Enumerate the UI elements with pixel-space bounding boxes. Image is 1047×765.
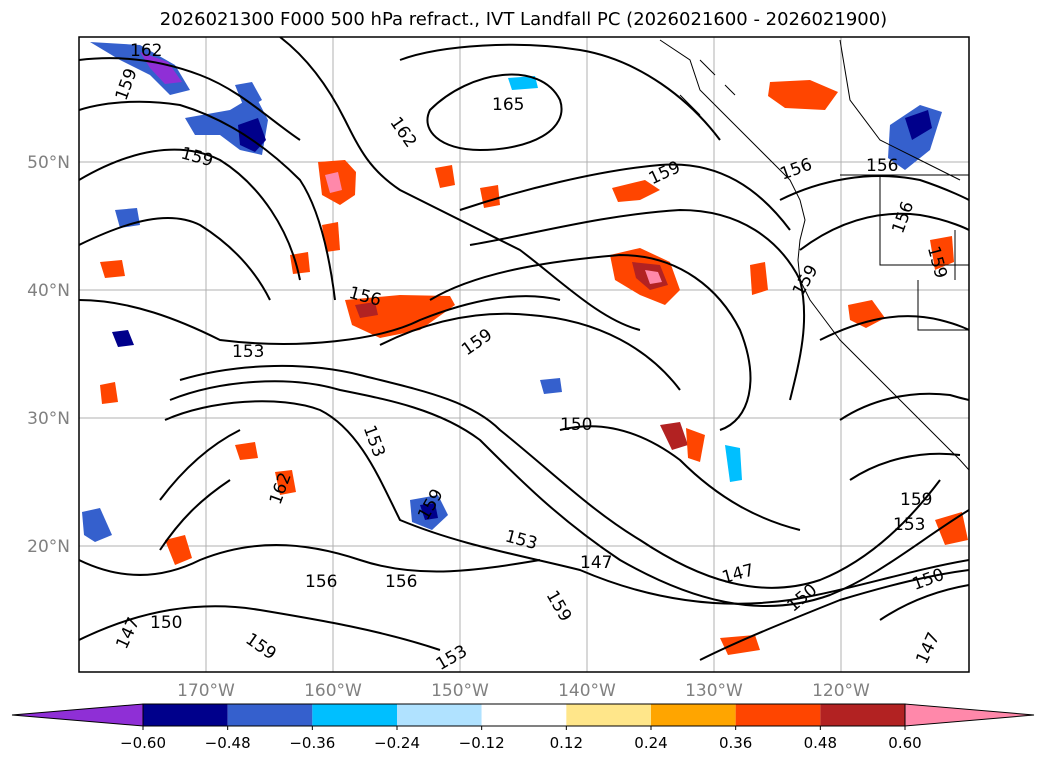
anomaly-patch <box>725 445 742 482</box>
lon-label-150w: 150°W <box>431 681 489 701</box>
lat-label-20n: 20°N <box>27 537 70 557</box>
colorbar-bin <box>651 704 736 726</box>
colorbar: −0.60 −0.48 −0.36 −0.24 −0.12 0.12 0.24 0.36 0.4… <box>11 703 1035 752</box>
colorbar-extend-min <box>11 703 144 727</box>
contour-label: 153 <box>232 342 264 362</box>
colorbar-bin <box>227 704 313 726</box>
anomaly-patch <box>325 172 342 193</box>
colorbar-bin <box>566 704 651 726</box>
contour-label: 165 <box>492 95 524 115</box>
lon-label-130w: 130°W <box>685 681 743 701</box>
anomaly-patch <box>238 118 266 152</box>
contour-label: 150 <box>150 613 182 633</box>
anomaly-patch <box>848 300 885 328</box>
plot-frame <box>78 36 970 673</box>
colorbar-bin <box>735 704 821 726</box>
anomaly-patch <box>645 270 662 284</box>
plot-area <box>79 37 969 672</box>
anomaly-patch <box>100 382 118 404</box>
anomaly-patch <box>508 76 538 90</box>
contour-label: 156 <box>866 156 898 176</box>
anomaly-patch <box>100 260 125 278</box>
anomaly-patch <box>935 512 968 545</box>
anomaly-patch <box>660 422 688 450</box>
lon-label-160w: 160°W <box>304 681 362 701</box>
colorbar-bin <box>143 704 228 726</box>
coastlines <box>659 39 969 471</box>
anomaly-patch <box>905 110 932 140</box>
contour-label: 150 <box>560 415 592 435</box>
lon-label-140w: 140°W <box>558 681 616 701</box>
contour-label: 159 <box>900 490 932 510</box>
anomaly-patch <box>355 302 378 318</box>
colorbar-tick-label: −0.36 <box>289 734 335 752</box>
lon-label-120w: 120°W <box>812 681 870 701</box>
anomaly-patch <box>140 52 182 84</box>
anomaly-patch <box>435 165 455 188</box>
anomaly-patch <box>165 535 192 565</box>
lat-label-50n: 50°N <box>27 153 70 173</box>
colorbar-tick-label: −0.12 <box>459 734 505 752</box>
colorbar-tick-label: 0.12 <box>550 734 583 752</box>
latitude-labels: 50°N 40°N 30°N 20°N <box>27 153 70 557</box>
colorbar-bin <box>312 704 397 726</box>
colorbar-tick-label: 0.24 <box>634 734 667 752</box>
anomaly-patch <box>720 635 760 655</box>
anomaly-patch <box>930 236 954 270</box>
anomaly-patch <box>612 180 660 202</box>
graticule <box>79 37 969 672</box>
lat-label-40n: 40°N <box>27 281 70 301</box>
anomaly-patch <box>112 330 134 347</box>
longitude-labels: 170°W 160°W 150°W 140°W 130°W 120°W <box>177 681 870 701</box>
contour-label: 156 <box>305 572 337 592</box>
colorbar-bin <box>397 704 482 726</box>
colorbar-tick-label: −0.48 <box>205 734 251 752</box>
contour-label: 156 <box>385 572 417 592</box>
colorbar-tick-label: −0.60 <box>120 734 166 752</box>
colorbar-bin <box>820 704 905 726</box>
anomaly-patch <box>82 508 112 542</box>
anomaly-patch <box>768 80 838 110</box>
colorbar-bin <box>481 704 567 726</box>
anomaly-patch <box>540 378 562 394</box>
colorbar-tick-label: 0.48 <box>804 734 837 752</box>
colorbar-tick-label: 0.60 <box>888 734 921 752</box>
anomaly-patch <box>235 442 258 460</box>
anomaly-patch <box>420 503 438 520</box>
anomaly-patch <box>275 470 296 495</box>
contour-label: 162 <box>130 41 162 61</box>
lat-label-30n: 30°N <box>27 409 70 429</box>
colorbar-tick-label: 0.36 <box>719 734 752 752</box>
height-contours <box>79 37 969 661</box>
anomaly-patch <box>686 428 705 462</box>
map-title: 2026021300 F000 500 hPa refract., IVT La… <box>159 9 888 30</box>
anomaly-patch <box>322 222 340 252</box>
ivt-filled-contours <box>82 42 968 655</box>
lon-label-170w: 170°W <box>177 681 235 701</box>
colorbar-tick-label: −0.24 <box>374 734 420 752</box>
contour-label: 153 <box>893 515 925 535</box>
anomaly-patch <box>235 82 262 110</box>
colorbar-frame <box>142 703 906 727</box>
anomaly-patch <box>750 262 768 295</box>
colorbar-extend-max <box>904 703 1035 727</box>
contour-label: 147 <box>580 553 612 573</box>
